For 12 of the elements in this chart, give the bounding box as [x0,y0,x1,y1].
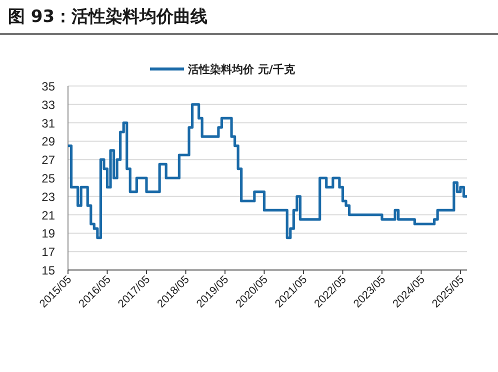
y-tick-label: 19 [42,226,56,241]
y-tick-label: 15 [42,264,56,278]
y-tick-label: 29 [42,134,56,149]
y-tick-label: 33 [42,98,56,112]
y-tick-label: 31 [42,116,56,130]
y-tick-label: 17 [42,245,56,260]
y-tick-label: 25 [42,172,56,186]
y-tick-label: 27 [42,153,56,168]
y-tick-label: 21 [42,208,56,222]
y-tick-label: 35 [42,80,56,94]
y-tick-label: 23 [42,190,56,204]
title: 图 93：活性染料均价曲线 [8,7,208,27]
